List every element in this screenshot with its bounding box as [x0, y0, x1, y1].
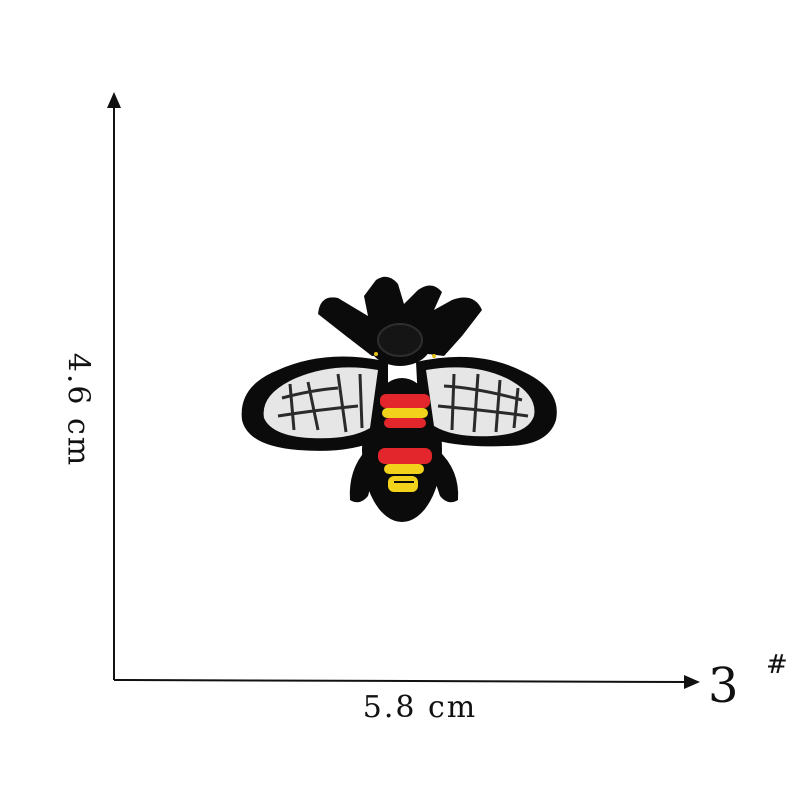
height-dimension-label: 4.6 cm	[60, 352, 96, 468]
bee-patch-image	[241, 276, 557, 522]
model-number: 3	[708, 658, 739, 714]
vertical-axis-arrow-icon	[107, 92, 121, 108]
horizontal-axis-arrow-icon	[684, 675, 700, 689]
width-dimension-label: 5.8 cm	[362, 690, 478, 725]
bee-abdomen	[378, 394, 432, 492]
model-number-symbol: #	[766, 650, 788, 680]
left-wing	[263, 367, 378, 439]
bee-head	[374, 323, 436, 358]
right-wing	[426, 367, 535, 437]
horizontal-axis-line	[113, 679, 689, 683]
